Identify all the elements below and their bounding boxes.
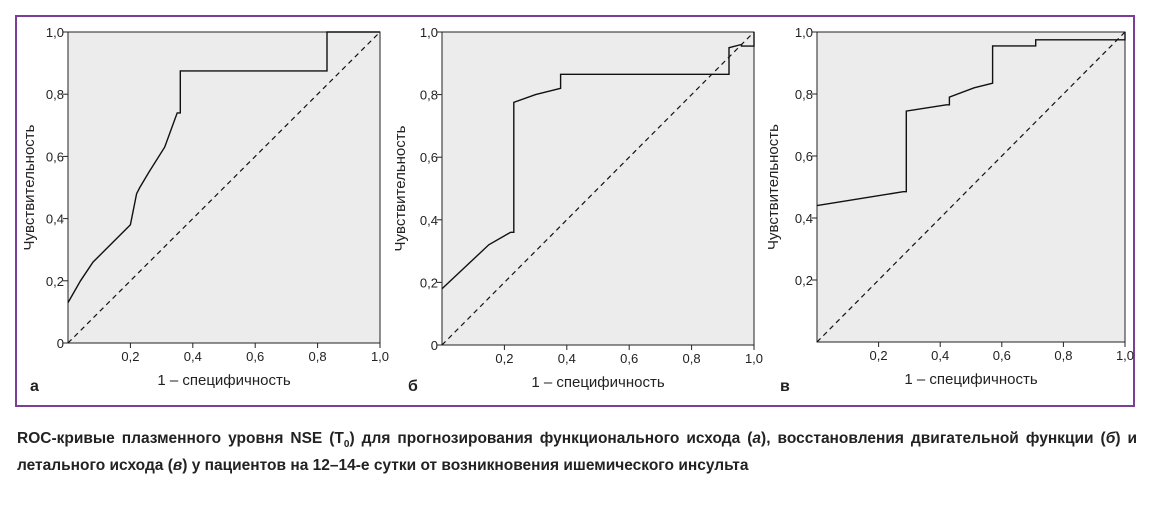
chart-1-reference-line: [67, 31, 381, 344]
caption-italic-c: в: [172, 457, 183, 475]
chart-1-y-tick-label: 0: [57, 336, 64, 351]
chart-1-x-tick-label: 0,4: [184, 349, 202, 364]
chart-1-x-tick-label: 1,0: [371, 349, 389, 364]
chart-2-y-tick-label: 0,4: [420, 213, 438, 228]
chart-3-x-tick-label: 0,2: [870, 348, 888, 363]
chart-3-y-tick-label: 1,0: [795, 25, 813, 40]
caption-text-3: ), восстановления двигательной функции (: [761, 430, 1106, 447]
chart-3-x-tick-label: 0,6: [993, 348, 1011, 363]
chart-1-x-tick-label: 0,8: [309, 349, 327, 364]
chart-3-y-tick-label: 0,2: [795, 273, 813, 288]
chart-2-x-tick-label: 1,0: [745, 351, 763, 366]
chart-2-x-axis-label: 1 – специфичность: [531, 374, 664, 391]
caption-text-4: ) и летального исхода (: [17, 430, 1138, 475]
chart-3-y-axis-label: Чувствительность: [765, 124, 782, 250]
chart-1-roc-curve: [67, 31, 380, 303]
caption-italic-b: б: [1105, 430, 1116, 447]
chart-1-x-tick-label: 0,2: [121, 349, 139, 364]
chart-1-y-tick-label: 1,0: [46, 25, 64, 40]
chart-1-panel-letter: а: [30, 378, 39, 395]
chart-1-x-tick-label: 0,6: [246, 349, 264, 364]
chart-3-panel-letter: в: [780, 378, 790, 395]
chart-3-reference-line: [816, 31, 1126, 343]
chart-2-x-tick-label: 0,6: [620, 351, 638, 366]
caption-subscript: 0: [343, 439, 350, 451]
caption-text-2: ) для прогнозирования функционального ис…: [349, 430, 753, 447]
chart-2-panel-letter: б: [408, 378, 418, 395]
chart-3-x-axis-label: 1 – специфичность: [904, 371, 1037, 388]
chart-2-y-tick-label: 1,0: [420, 25, 438, 40]
chart-1-y-tick-label: 0,8: [46, 87, 64, 102]
chart-3-y-tick-label: 0,6: [795, 149, 813, 164]
chart-1-y-tick-label: 0,4: [46, 212, 64, 227]
chart-2-roc-curve: [441, 32, 755, 290]
chart-2-y-tick-label: 0,2: [420, 275, 438, 290]
chart-2-y-tick-label: 0,6: [420, 150, 438, 165]
chart-1-y-tick-label: 0,2: [46, 274, 64, 289]
chart-2-reference-line: [441, 31, 755, 346]
caption-text-1: ROC-кривые плазменного уровня NSE (T: [17, 430, 344, 447]
chart-2-y-tick-label: 0: [431, 338, 438, 353]
chart-3-y-tick-label: 0,8: [795, 87, 813, 102]
chart-1-y-tick-label: 0,6: [46, 149, 64, 164]
figure-caption: ROC-кривые плазменного уровня NSE (T0) д…: [17, 428, 1137, 476]
caption-italic-a: а: [752, 430, 762, 447]
chart-2-y-tick-label: 0,8: [420, 88, 438, 103]
caption-text-5: ) у пациентов на 12–14-е сутки от возник…: [182, 457, 749, 475]
chart-2-y-axis-label: Чувствительность: [392, 125, 409, 251]
chart-2-x-tick-label: 0,2: [495, 351, 513, 366]
chart-2-x-tick-label: 0,8: [683, 351, 701, 366]
chart-1-y-axis-label: Чувствительность: [21, 124, 38, 250]
chart-3-x-tick-label: 0,4: [931, 348, 949, 363]
chart-2-x-tick-label: 0,4: [558, 351, 576, 366]
chart-3-x-tick-label: 0,8: [1054, 348, 1072, 363]
chart-3-x-tick-label: 1,0: [1116, 348, 1134, 363]
chart-1-x-axis-label: 1 – специфичность: [157, 372, 290, 389]
chart-3-roc-curve: [816, 32, 1126, 207]
chart-3-y-tick-label: 0,4: [795, 211, 813, 226]
